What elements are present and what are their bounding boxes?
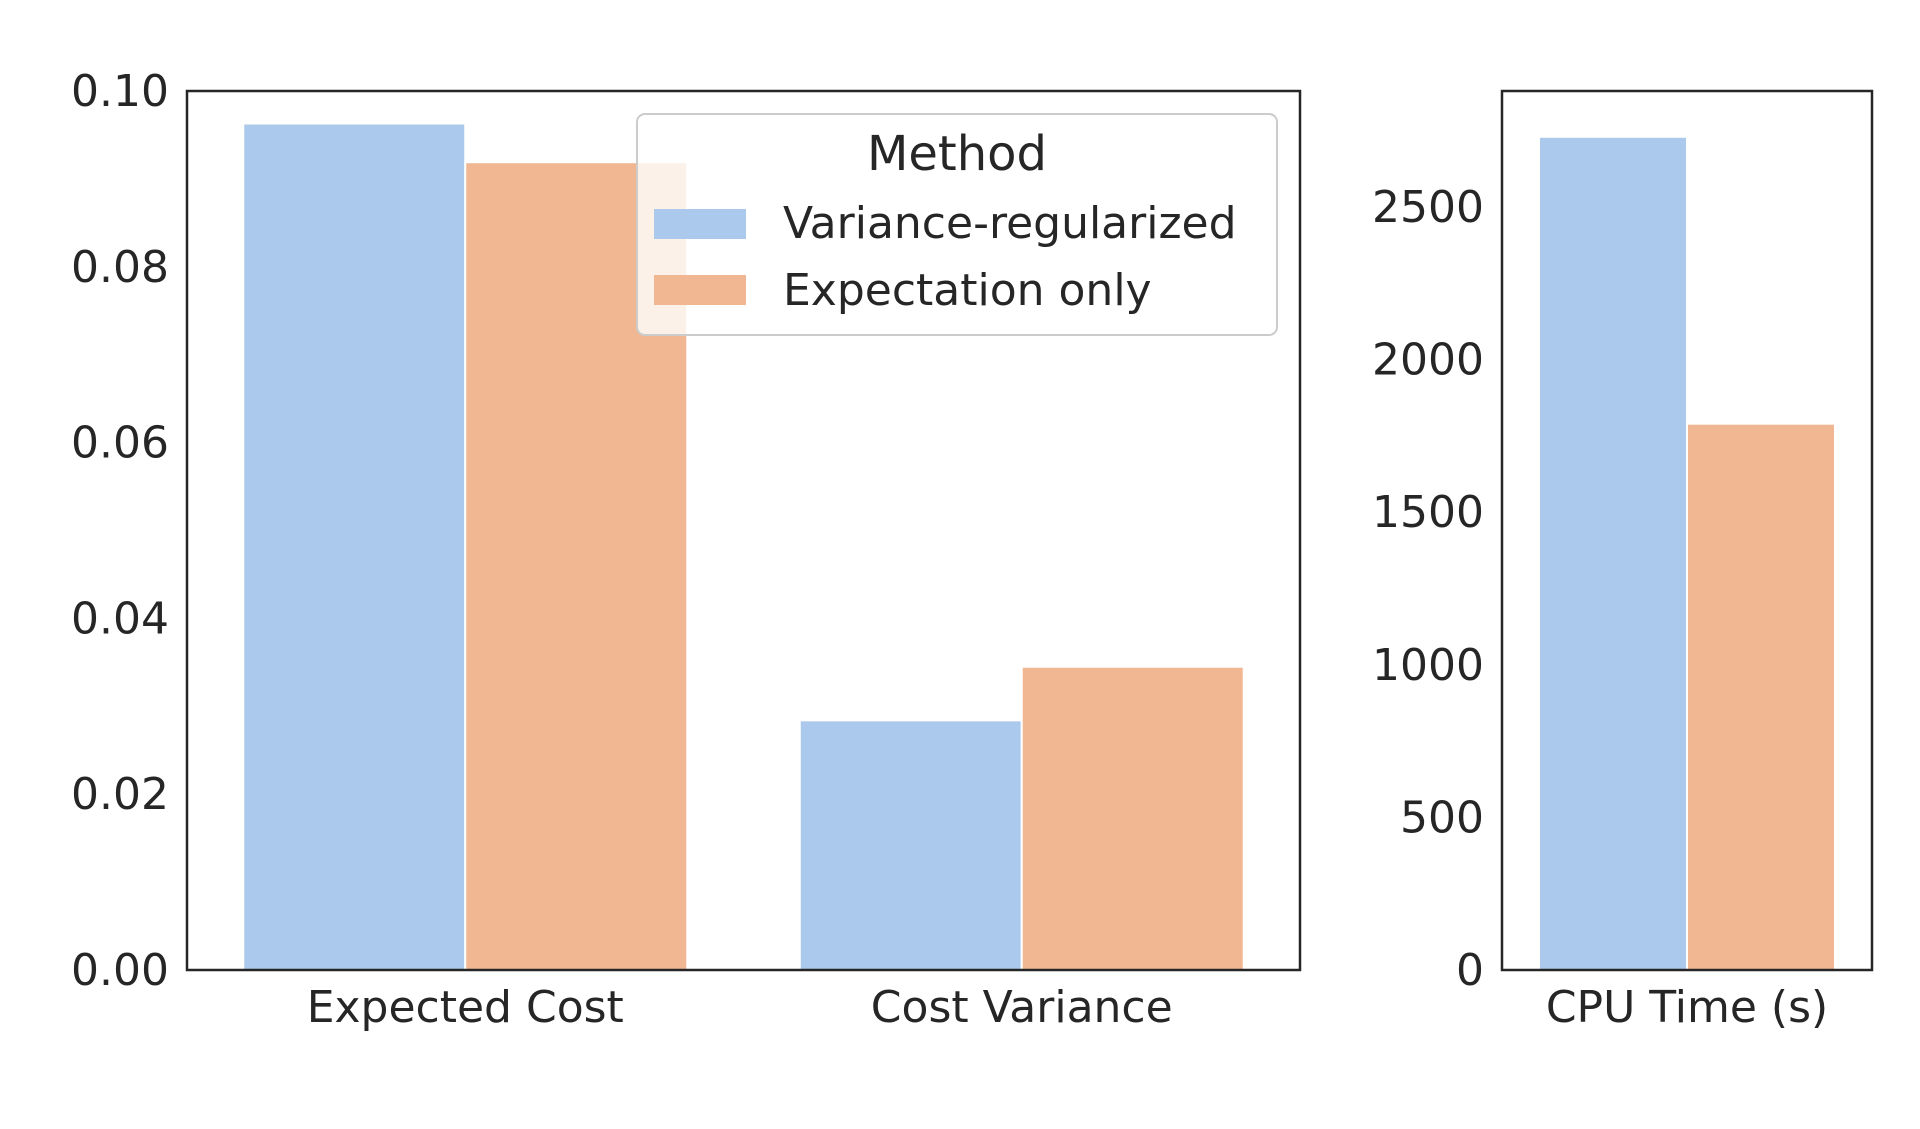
y-tick-label-0-02: 0.02 [71, 769, 169, 820]
y-tick-label-0-00: 0.00 [71, 945, 169, 996]
right-panel: CPU Time (s) 0 500 1000 1500 2000 2500 [1372, 89, 1874, 1033]
bar-cpu-time-s-expectation-only [1686, 422, 1836, 972]
y-tick-label-500: 500 [1400, 792, 1484, 843]
legend-swatch-expectation-only [654, 275, 746, 305]
legend-label-variance-regularized: Variance-regularized [783, 198, 1237, 249]
y-tick-label-2500: 2500 [1372, 182, 1484, 233]
y-tick-label-0-04: 0.04 [71, 593, 169, 644]
y-tick-label-0: 0 [1456, 945, 1484, 996]
y-tick-label-0-08: 0.08 [71, 242, 169, 293]
y-tick-label-0-10: 0.10 [71, 66, 169, 117]
y-tick-label-0-06: 0.06 [71, 418, 169, 469]
y-tick-label-1500: 1500 [1372, 487, 1484, 538]
x-tick-label-cost-variance: Cost Variance [871, 982, 1173, 1033]
legend-label-expectation-only: Expectation only [783, 265, 1152, 316]
bar-cost-variance-expectation-only [1020, 665, 1245, 971]
legend-frame [636, 113, 1278, 336]
y-tick-label-2000: 2000 [1372, 335, 1484, 386]
y-tick-label-1000: 1000 [1372, 640, 1484, 691]
bar-cpu-time-s-variance-regularized [1538, 135, 1688, 971]
bar-cost-variance-variance-regularized [798, 719, 1023, 972]
x-tick-label-expected-cost: Expected Cost [307, 982, 624, 1033]
axes-frame [1500, 89, 1874, 972]
bar-expected-cost-variance-regularized [242, 122, 467, 971]
legend-title: Method [867, 126, 1047, 182]
x-tick-label-cpu-time-s: CPU Time (s) [1546, 982, 1828, 1033]
axes-frame [185, 89, 1302, 972]
legend: Method Variance-regularized Expectation … [636, 113, 1278, 336]
legend-swatch-variance-regularized [654, 209, 746, 239]
left-panel: Expected Cost Cost Variance 0.00 0.02 0.04 0.… [71, 66, 1302, 1033]
